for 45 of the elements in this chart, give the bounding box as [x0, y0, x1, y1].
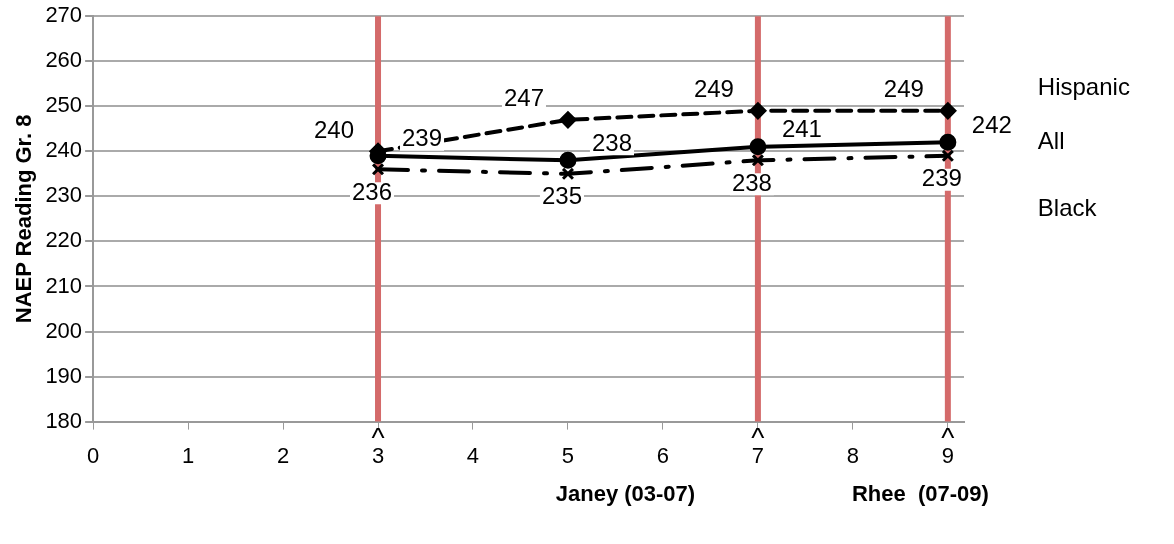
- y-tick-label: 220: [45, 227, 83, 253]
- point: [939, 133, 957, 151]
- data-label: 235: [541, 182, 582, 210]
- y-tick-label: 250: [45, 92, 83, 118]
- data-label: 238: [731, 168, 772, 196]
- y-tick-label: 180: [45, 407, 83, 433]
- point: [371, 162, 385, 176]
- y-tick-label: 190: [45, 362, 83, 388]
- point: [939, 102, 957, 120]
- data-label: 238: [591, 128, 632, 156]
- text: Janey (03-07): [555, 480, 696, 506]
- y-tick-label: 230: [45, 182, 83, 208]
- point: [749, 102, 767, 120]
- data-label: 239: [921, 164, 962, 192]
- x-tick-label: 0: [86, 442, 100, 468]
- data-label: 241: [781, 115, 822, 143]
- point: [559, 151, 577, 169]
- data-label: 249: [883, 75, 924, 103]
- text: Hispanic: [1037, 73, 1130, 101]
- text: All: [1037, 126, 1065, 154]
- data-label: 242: [971, 110, 1012, 138]
- data-label: 249: [693, 75, 734, 103]
- y-tick-label: 200: [45, 317, 83, 343]
- point: [941, 149, 955, 163]
- x-tick-label: 4: [466, 442, 480, 468]
- data-label: 239: [402, 124, 443, 152]
- y-tick-label: 260: [45, 47, 83, 73]
- x-tick-label: 6: [656, 442, 670, 468]
- point: [559, 111, 577, 129]
- data-label: 247: [503, 84, 544, 112]
- text: Rhee (07-09): [851, 480, 989, 506]
- point: [751, 153, 765, 167]
- point: [749, 138, 767, 156]
- y-tick-label: 270: [45, 2, 83, 28]
- x-tick-label: 5: [561, 442, 575, 468]
- x-tick-label: 8: [846, 442, 860, 468]
- x-tick-label: 1: [181, 442, 195, 468]
- y-axis-title: NAEP Reading Gr. 8: [11, 114, 37, 324]
- text: Black: [1037, 194, 1098, 222]
- point: [561, 167, 575, 181]
- y-tick-label: 240: [45, 137, 83, 163]
- data-label: 240: [314, 115, 355, 143]
- y-tick-label: 210: [45, 272, 83, 298]
- data-label: 236: [352, 177, 393, 205]
- x-tick-label: 2: [276, 442, 290, 468]
